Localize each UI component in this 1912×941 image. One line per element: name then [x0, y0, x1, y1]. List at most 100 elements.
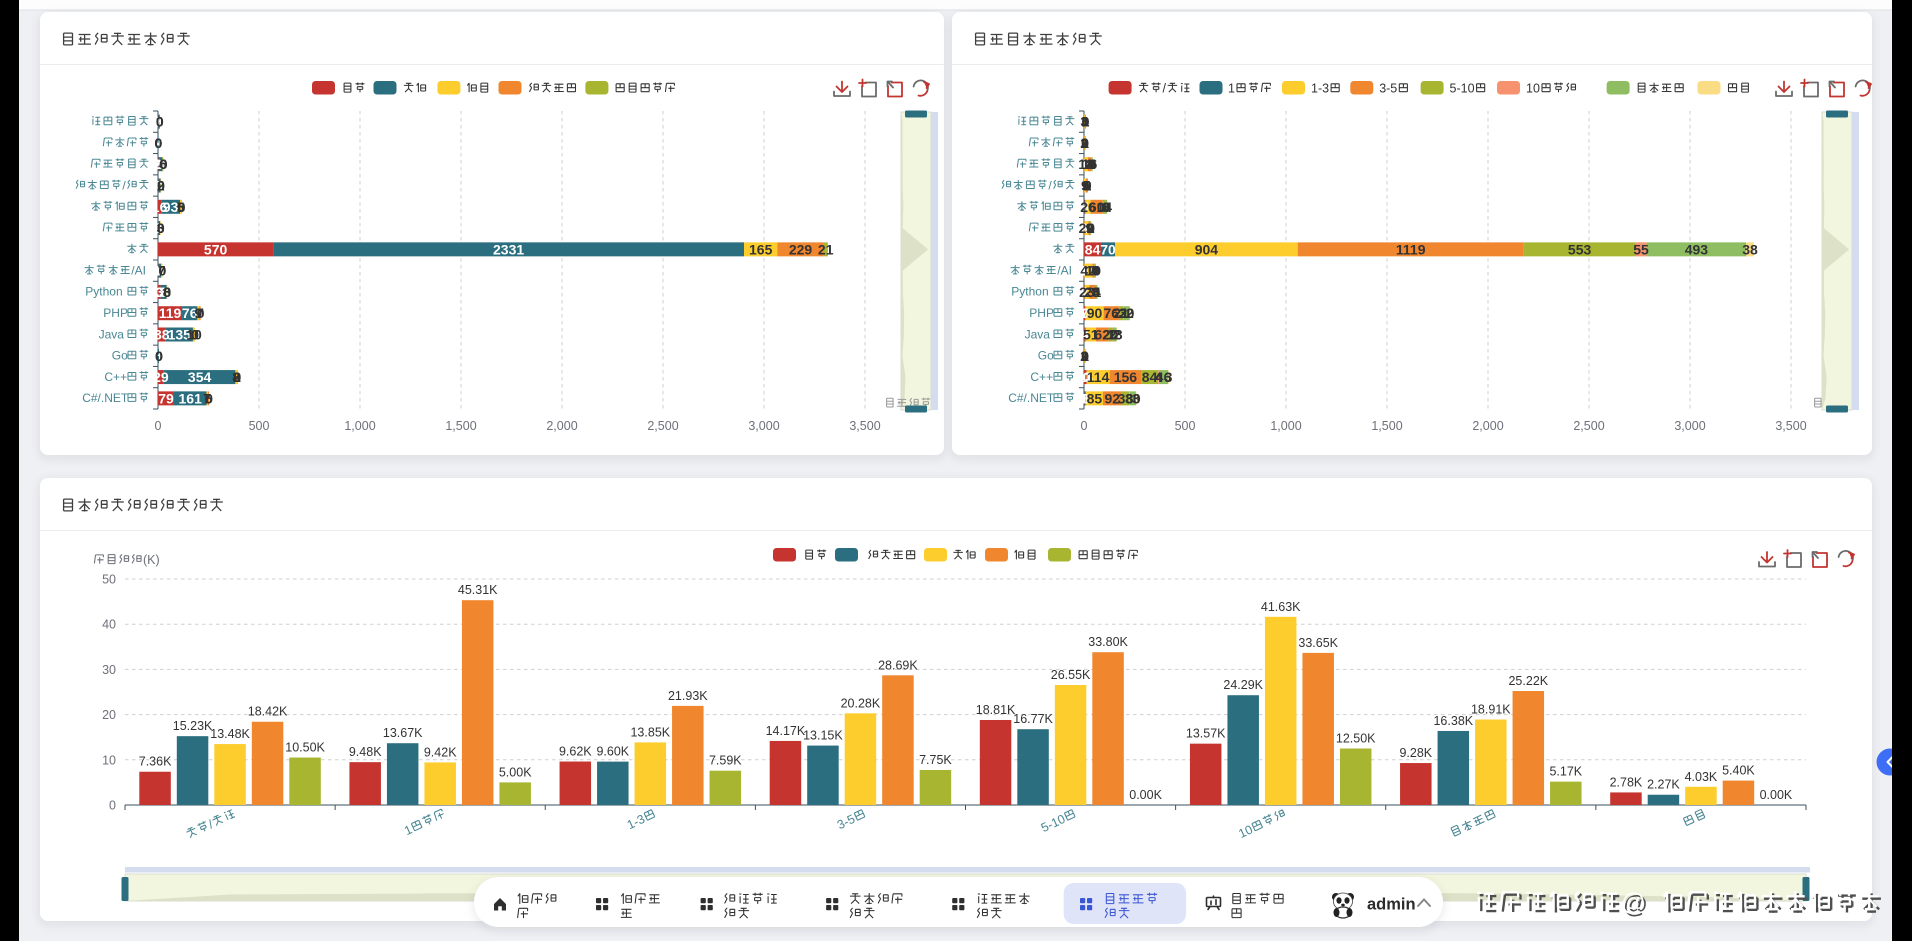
svg-text:30: 30 — [102, 663, 116, 677]
svg-text:23: 23 — [1079, 284, 1095, 300]
svg-text:2: 2 — [1120, 305, 1128, 321]
svg-text:0: 0 — [178, 199, 186, 215]
svg-text:0: 0 — [1103, 199, 1111, 215]
svg-text:85: 85 — [1087, 390, 1103, 406]
svg-text:76: 76 — [1104, 305, 1120, 321]
svg-text:2: 2 — [1126, 305, 1134, 321]
svg-text:4: 4 — [1093, 284, 1101, 300]
svg-text:2: 2 — [1080, 348, 1088, 364]
svg-text:28: 28 — [1084, 284, 1100, 300]
svg-text:3: 3 — [177, 199, 185, 215]
svg-text:13.67K: 13.67K — [383, 726, 423, 740]
svg-text:51: 51 — [1083, 327, 1099, 343]
svg-text:2.78K: 2.78K — [1610, 775, 1643, 789]
svg-text:0: 0 — [155, 135, 163, 151]
svg-text:admin: admin — [1367, 896, 1416, 914]
svg-text:28.69K: 28.69K — [878, 658, 918, 672]
svg-text:4: 4 — [1088, 156, 1096, 172]
svg-text:30: 30 — [1119, 305, 1135, 321]
svg-text:2,000: 2,000 — [1472, 419, 1503, 433]
svg-text:Go: Go — [1038, 349, 1054, 363]
svg-text:2: 2 — [154, 156, 162, 172]
svg-text:3-5: 3-5 — [1379, 82, 1397, 96]
svg-text:40: 40 — [102, 618, 116, 632]
svg-text:46: 46 — [1156, 369, 1172, 385]
svg-text:2.27K: 2.27K — [1647, 778, 1680, 792]
svg-text:1: 1 — [1082, 114, 1090, 130]
svg-text:1,500: 1,500 — [1371, 419, 1402, 433]
svg-text:13.85K: 13.85K — [630, 725, 670, 739]
svg-text:0: 0 — [1087, 220, 1095, 236]
svg-text:0: 0 — [1081, 348, 1089, 364]
svg-text:26: 26 — [1080, 199, 1096, 215]
svg-text:20: 20 — [1079, 220, 1095, 236]
svg-text:9: 9 — [1081, 178, 1089, 194]
svg-text:9: 9 — [194, 305, 202, 321]
svg-text:0: 0 — [1082, 305, 1090, 321]
svg-text:0: 0 — [1080, 348, 1088, 364]
svg-text:10: 10 — [186, 327, 202, 343]
svg-text:9: 9 — [1086, 220, 1094, 236]
svg-text:60: 60 — [1089, 199, 1105, 215]
svg-text:2: 2 — [1084, 178, 1092, 194]
svg-text:114: 114 — [1087, 369, 1110, 385]
svg-text:3: 3 — [163, 284, 171, 300]
svg-text:0: 0 — [155, 135, 163, 151]
svg-text:1: 1 — [154, 263, 162, 279]
svg-text:500: 500 — [249, 419, 270, 433]
svg-text:24.29K: 24.29K — [1223, 678, 1263, 692]
svg-text:PHP: PHP — [1029, 306, 1054, 320]
svg-text:2331: 2331 — [493, 241, 524, 257]
svg-text:493: 493 — [1685, 241, 1709, 257]
svg-text:0: 0 — [109, 799, 116, 813]
svg-text:13: 13 — [1078, 369, 1094, 385]
svg-text:/: / — [1048, 178, 1052, 192]
svg-text:2: 2 — [1081, 348, 1089, 364]
svg-text:5: 5 — [177, 199, 185, 215]
svg-text:1: 1 — [154, 178, 162, 194]
svg-text:0: 0 — [159, 263, 167, 279]
svg-text:0: 0 — [1080, 263, 1088, 279]
svg-text:4: 4 — [1081, 327, 1089, 343]
svg-text:8: 8 — [1081, 390, 1089, 406]
svg-text:4: 4 — [1092, 263, 1100, 279]
svg-text:1: 1 — [1081, 135, 1089, 151]
svg-text:33.80K: 33.80K — [1088, 635, 1128, 649]
svg-text:12: 12 — [152, 178, 168, 194]
svg-text:0: 0 — [155, 348, 163, 364]
svg-text:8: 8 — [232, 369, 240, 385]
svg-text:30: 30 — [156, 284, 172, 300]
svg-text:Java: Java — [99, 327, 125, 341]
svg-text:20: 20 — [102, 708, 116, 722]
svg-text:4: 4 — [1091, 263, 1099, 279]
svg-text:13: 13 — [152, 284, 168, 300]
svg-text:156: 156 — [1114, 369, 1138, 385]
svg-text:0: 0 — [155, 348, 163, 364]
svg-text:1: 1 — [1081, 348, 1089, 364]
svg-text:119: 119 — [159, 305, 182, 321]
svg-text:0: 0 — [1084, 178, 1092, 194]
svg-text:0: 0 — [159, 263, 167, 279]
svg-text:62: 62 — [1094, 327, 1110, 343]
svg-text:0: 0 — [163, 284, 171, 300]
svg-text:0: 0 — [1092, 263, 1100, 279]
svg-text:553: 553 — [1568, 241, 1592, 257]
svg-text:10: 10 — [102, 753, 116, 767]
svg-text:21.93K: 21.93K — [668, 689, 708, 703]
svg-text:2: 2 — [1109, 327, 1117, 343]
svg-text:9.60K: 9.60K — [596, 745, 629, 759]
svg-text:21: 21 — [818, 241, 834, 257]
svg-text:C++: C++ — [104, 370, 127, 384]
svg-text:10.50K: 10.50K — [285, 741, 325, 755]
svg-text:1-3: 1-3 — [1311, 82, 1329, 96]
svg-text:16: 16 — [152, 199, 168, 215]
svg-text:10: 10 — [1086, 263, 1102, 279]
svg-text:1: 1 — [1081, 284, 1089, 300]
svg-text:30: 30 — [1125, 390, 1141, 406]
svg-text:0.00K: 0.00K — [1129, 788, 1162, 802]
svg-text:0: 0 — [157, 178, 165, 194]
svg-text:0: 0 — [1081, 419, 1088, 433]
svg-text:PHP: PHP — [103, 306, 128, 320]
svg-text:45.31K: 45.31K — [458, 583, 498, 597]
svg-text:0: 0 — [1081, 348, 1089, 364]
